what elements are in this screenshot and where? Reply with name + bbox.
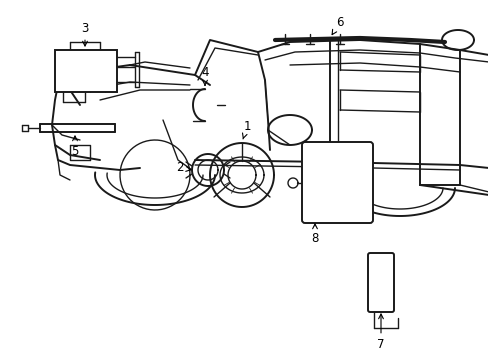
FancyBboxPatch shape — [367, 253, 393, 312]
Text: 3: 3 — [81, 22, 88, 46]
FancyBboxPatch shape — [302, 142, 372, 223]
Text: 1: 1 — [242, 121, 250, 139]
FancyBboxPatch shape — [55, 50, 117, 92]
Text: 4: 4 — [201, 67, 208, 85]
Text: 2: 2 — [176, 162, 190, 175]
Text: 6: 6 — [331, 15, 343, 35]
Text: 7: 7 — [376, 314, 384, 351]
Text: 5: 5 — [71, 136, 79, 158]
Text: 8: 8 — [311, 224, 318, 244]
